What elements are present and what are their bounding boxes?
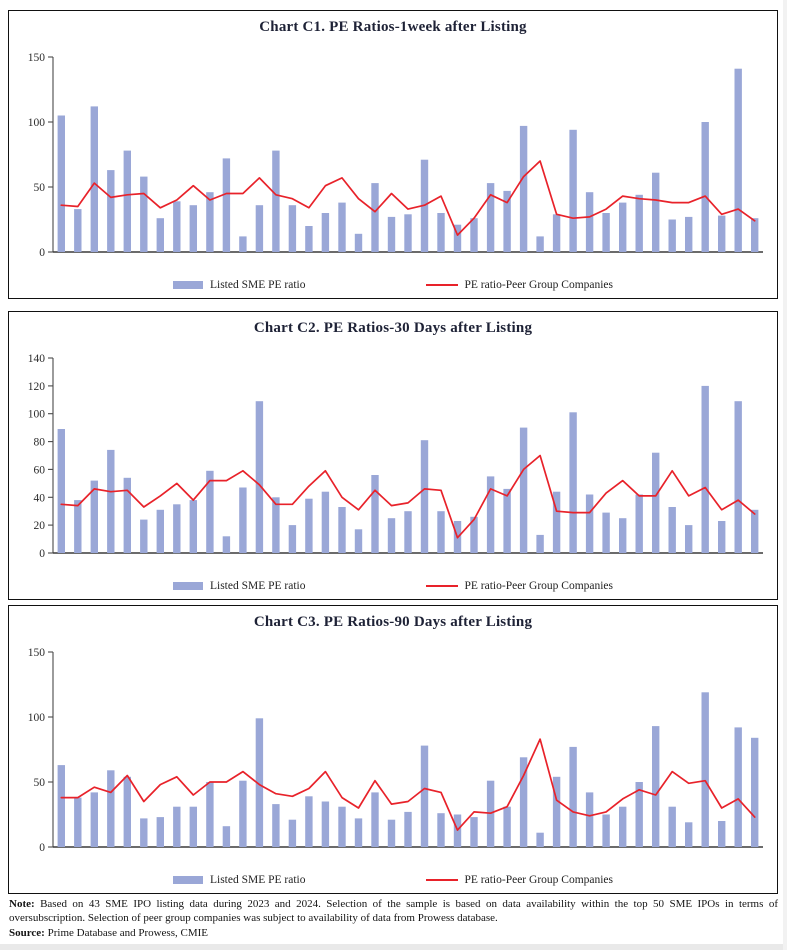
svg-text:50: 50	[34, 182, 46, 194]
legend-line-label: PE ratio-Peer Group Companies	[464, 874, 614, 886]
svg-text:120: 120	[28, 381, 46, 393]
svg-text:150: 150	[28, 647, 46, 659]
source-body: Prime Database and Prowess, CMIE	[44, 926, 208, 939]
chart-panel-c3: Chart C3. PE Ratios-90 Days after Listin…	[8, 605, 778, 894]
peer-line	[60, 454, 756, 539]
bar-swatch-icon	[172, 582, 203, 590]
chart-c2-plot: 0 20 40 60 80 100 120 140	[28, 353, 763, 560]
bars-series	[57, 692, 759, 847]
line-swatch-icon	[425, 284, 458, 286]
footnote: Note: Based on 43 SME IPO listing data d…	[9, 897, 778, 940]
chart-c1-plot: 0 50 100 150	[28, 52, 763, 259]
svg-text:100: 100	[28, 409, 46, 421]
chart-panel-c2: Chart C2. PE Ratios-30 Days after Listin…	[8, 311, 778, 600]
chart-c1-title: Chart C1. PE Ratios-1week after Listing	[259, 19, 527, 35]
page-edge-bottom	[0, 944, 787, 950]
note-label: Note:	[9, 898, 35, 910]
bars-series	[57, 385, 759, 554]
legend-item-bars: Listed SME PE ratio	[172, 279, 306, 291]
bar-swatch-icon	[172, 876, 203, 884]
legend-item-line: PE ratio-Peer Group Companies	[425, 279, 614, 291]
peer-line	[60, 160, 756, 236]
legend-item-line: PE ratio-Peer Group Companies	[425, 580, 614, 592]
source-label: Source:	[9, 926, 45, 939]
page-edge-right	[783, 0, 787, 950]
legend-line-label: PE ratio-Peer Group Companies	[464, 580, 614, 592]
svg-text:100: 100	[28, 117, 46, 129]
chart-panel-c1: Chart C1. PE Ratios-1week after Listing …	[8, 10, 778, 299]
svg-text:80: 80	[34, 437, 46, 449]
note-body: Based on 43 SME IPO listing data during …	[9, 898, 778, 925]
svg-text:0: 0	[39, 842, 45, 854]
chart-c2-legend: Listed SME PE ratio PE ratio-Peer Group …	[9, 580, 777, 592]
chart-c3-title: Chart C3. PE Ratios-90 Days after Listin…	[253, 614, 533, 630]
bars-series	[57, 68, 759, 253]
legend-item-bars: Listed SME PE ratio	[172, 580, 306, 592]
legend-bars-label: Listed SME PE ratio	[209, 279, 306, 291]
legend-bars-label: Listed SME PE ratio	[209, 580, 306, 592]
chart-c3-legend: Listed SME PE ratio PE ratio-Peer Group …	[9, 874, 777, 886]
svg-text:0: 0	[39, 247, 45, 259]
svg-text:60: 60	[34, 464, 46, 476]
peer-line	[60, 738, 756, 831]
source-text: Source: Prime Database and Prowess, CMIE	[9, 926, 778, 940]
legend-bars-label: Listed SME PE ratio	[209, 874, 306, 886]
legend-item-bars: Listed SME PE ratio	[172, 874, 306, 886]
legend-line-label: PE ratio-Peer Group Companies	[464, 279, 614, 291]
svg-text:20: 20	[34, 520, 46, 532]
svg-text:140: 140	[28, 353, 46, 365]
legend-item-line: PE ratio-Peer Group Companies	[425, 874, 614, 886]
chart-c3-plot: 0 50 100 150	[28, 647, 763, 854]
chart-c1-legend: Listed SME PE ratio PE ratio-Peer Group …	[9, 279, 777, 291]
line-swatch-icon	[425, 879, 458, 881]
svg-text:100: 100	[28, 712, 46, 724]
svg-text:150: 150	[28, 52, 46, 64]
svg-text:0: 0	[39, 548, 45, 560]
chart-c2-title: Chart C2. PE Ratios-30 Days after Listin…	[253, 320, 533, 336]
svg-text:40: 40	[34, 492, 46, 504]
bar-swatch-icon	[172, 281, 203, 289]
line-swatch-icon	[425, 585, 458, 587]
svg-text:50: 50	[34, 777, 46, 789]
note-text: Note: Based on 43 SME IPO listing data d…	[9, 897, 778, 926]
